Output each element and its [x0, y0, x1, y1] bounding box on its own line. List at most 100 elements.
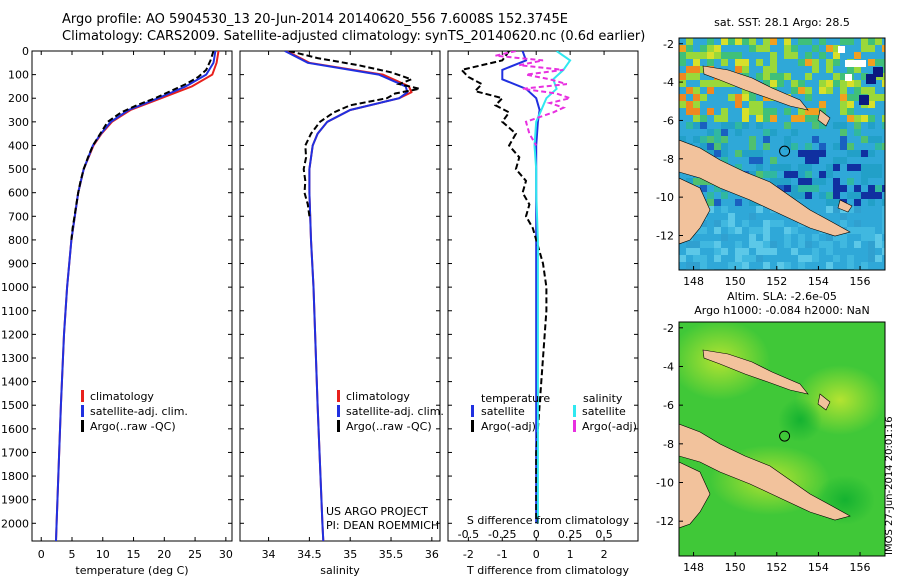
sst-cell — [742, 108, 749, 115]
sst-cell — [833, 192, 840, 199]
sst-cell — [882, 143, 885, 150]
sst-cell — [693, 94, 700, 101]
sst-cell — [686, 101, 693, 108]
sst-cell — [714, 220, 721, 227]
sst-cell — [693, 241, 700, 248]
sst-cell — [854, 164, 861, 171]
sst-cell — [847, 255, 854, 262]
sst-cell — [784, 73, 791, 80]
legend-label-argo: Argo(..raw -QC) — [90, 420, 176, 433]
sst-cell — [742, 94, 749, 101]
sst-cell — [868, 94, 875, 101]
x-tick-label: 34.5 — [297, 548, 322, 561]
sst-cell — [847, 38, 854, 45]
sst-cell — [847, 150, 854, 157]
x-tick-label: 30 — [219, 548, 233, 561]
sst-cell — [819, 122, 826, 129]
sst-cell — [763, 143, 770, 150]
sst-cell — [693, 87, 700, 94]
temperature-xlabel: temperature (deg C) — [75, 564, 188, 577]
sst-cell — [791, 143, 798, 150]
sst-cell — [868, 255, 875, 262]
sst-cell — [784, 45, 791, 52]
sst-cell — [882, 80, 885, 87]
sst-cell — [833, 122, 840, 129]
sst-map-frame — [678, 37, 886, 271]
lat-tick-label: -10 — [656, 477, 674, 490]
series-line-temperature-satellite — [501, 51, 541, 524]
sst-cell — [861, 178, 868, 185]
sst-cell — [868, 136, 875, 143]
sst-cell — [833, 185, 840, 192]
sst-cell — [763, 45, 770, 52]
sst-cell — [763, 136, 770, 143]
sst-cell — [847, 192, 854, 199]
papua-peninsula-landmass — [679, 423, 851, 521]
sst-cell — [693, 122, 700, 129]
sst-cell — [819, 143, 826, 150]
sst-cell — [819, 101, 826, 108]
lon-tick-label: 148 — [683, 275, 704, 288]
sst-cell — [791, 192, 798, 199]
sst-cell — [868, 199, 875, 206]
sst-cell — [798, 255, 805, 262]
sst-cell — [798, 80, 805, 87]
sst-cell — [686, 38, 693, 45]
sst-cell — [707, 150, 714, 157]
sst-cell — [679, 101, 686, 108]
sst-cell — [707, 38, 714, 45]
sst-cell — [707, 80, 714, 87]
sst-cell — [868, 38, 875, 45]
sst-cell — [826, 206, 833, 213]
sst-cell — [826, 66, 833, 73]
sst-cell — [777, 220, 784, 227]
sst-cell — [700, 220, 707, 227]
sst-cell — [812, 255, 819, 262]
lon-tick-label: 156 — [850, 561, 871, 574]
sst-cell — [868, 150, 875, 157]
sst-cell — [875, 136, 882, 143]
sst-cell — [854, 52, 861, 59]
sst-cell — [721, 108, 728, 115]
sst-cell — [868, 192, 875, 199]
y-tick-label: 700 — [8, 210, 29, 223]
sla-map-axes: 148 150 152 154 156 -2 -4 -6 -8 -10 -12 — [656, 322, 870, 574]
island-landmass — [817, 393, 831, 411]
lon-tick-label: 152 — [766, 561, 787, 574]
sst-cell — [868, 171, 875, 178]
sst-cell — [812, 157, 819, 164]
sst-cell — [840, 220, 847, 227]
sst-cell — [749, 213, 756, 220]
sst-cell — [763, 66, 770, 73]
difference-panel: -2 -1 0 1 2 -0.5 -0.25 0 0.25 0.5 temperature sal… — [447, 50, 639, 577]
sst-cell — [777, 185, 784, 192]
sst-cell — [770, 52, 777, 59]
sst-cell — [840, 143, 847, 150]
sst-cell — [763, 115, 770, 122]
sst-cell — [686, 45, 693, 52]
sst-cell — [749, 108, 756, 115]
sst-cell — [707, 45, 714, 52]
sst-cell — [805, 52, 812, 59]
y-tick-label: 2000 — [1, 517, 29, 530]
sst-cell — [770, 108, 777, 115]
legend-swatch-argo — [337, 420, 340, 432]
sst-cell — [742, 150, 749, 157]
sst-cell — [791, 45, 798, 52]
y-tick-label: 0 — [22, 45, 29, 58]
sst-cell — [735, 164, 742, 171]
s-difference-label: S difference from climatology — [467, 514, 630, 527]
sst-cell — [714, 115, 721, 122]
y-tick-label: 1100 — [1, 305, 29, 318]
lat-tick-label: -6 — [663, 114, 674, 127]
sst-cell — [756, 101, 763, 108]
sst-cell — [749, 199, 756, 206]
sst-cell — [686, 122, 693, 129]
sst-cell — [784, 241, 791, 248]
sst-cell — [840, 241, 847, 248]
sst-cell — [728, 220, 735, 227]
sst-cell — [707, 129, 714, 136]
sst-cell — [791, 227, 798, 234]
sst-cell — [707, 108, 714, 115]
sst-cell — [707, 192, 714, 199]
